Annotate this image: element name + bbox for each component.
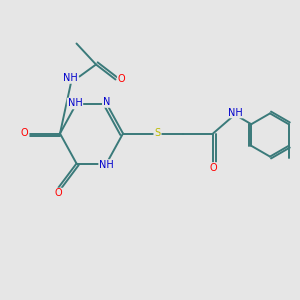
Text: NH: NH [228,107,243,118]
Text: O: O [21,128,28,139]
Text: O: O [118,74,125,85]
Text: O: O [209,163,217,173]
Text: S: S [154,128,160,139]
Text: N: N [103,97,110,107]
Text: NH: NH [63,73,78,83]
Text: O: O [55,188,62,199]
Text: NH: NH [99,160,114,170]
Text: NH: NH [68,98,82,109]
